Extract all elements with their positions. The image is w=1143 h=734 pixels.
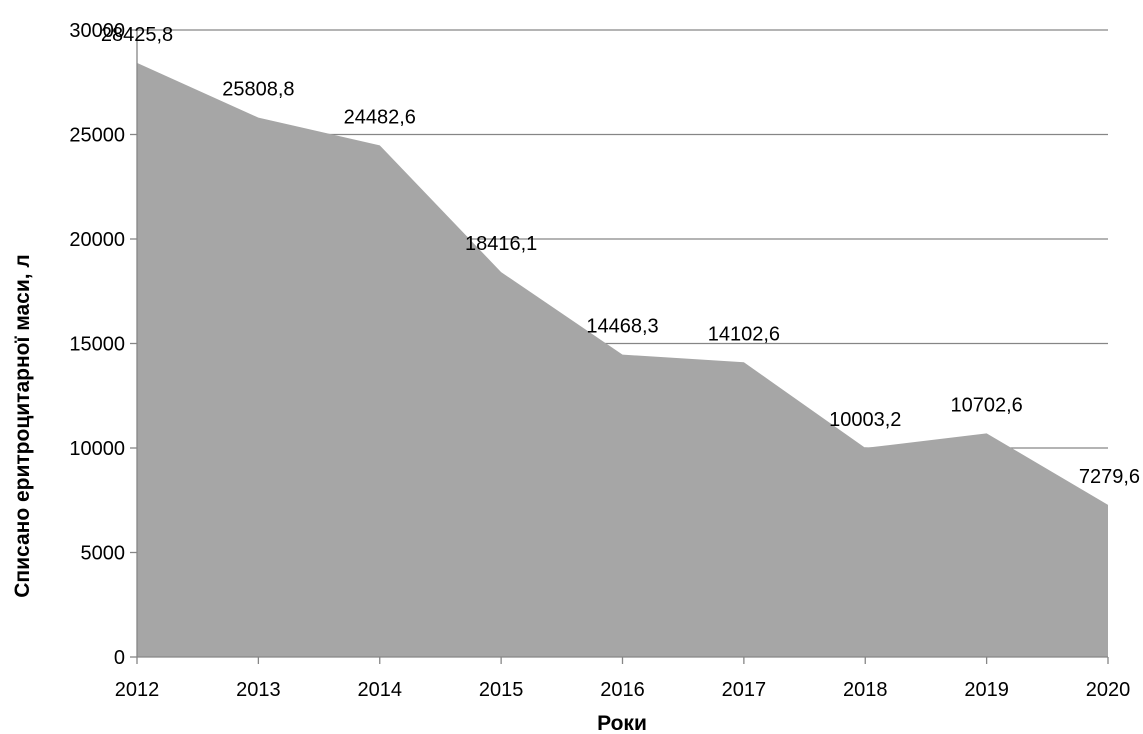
x-tick-label: 2018 (843, 679, 888, 701)
x-tick-label: 2019 (964, 679, 1009, 701)
data-label: 14468,3 (586, 316, 658, 338)
data-label: 28425,8 (101, 24, 173, 46)
y-tick-label: 20000 (69, 229, 125, 251)
x-tick-label: 2014 (358, 679, 403, 701)
axes (130, 29, 1109, 664)
data-label: 10003,2 (829, 409, 901, 431)
y-axis-title: Списано еритроцитарної маси, л (11, 254, 34, 597)
data-label: 7279,6 (1079, 466, 1140, 488)
y-tick-label: 10000 (69, 438, 125, 460)
y-tick-labels: 0 5000 10000 15000 20000 25000 30000 (69, 20, 125, 669)
x-tick-label: 2013 (236, 679, 281, 701)
data-label: 10702,6 (950, 394, 1022, 416)
data-label: 18416,1 (465, 233, 537, 255)
data-label: 14102,6 (708, 323, 780, 345)
y-tick-label: 0 (114, 647, 125, 669)
data-label: 25808,8 (222, 79, 294, 101)
x-tick-label: 2017 (722, 679, 767, 701)
x-tick-label: 2020 (1086, 679, 1131, 701)
x-tick-label: 2015 (479, 679, 524, 701)
x-tick-label: 2016 (600, 679, 645, 701)
x-tick-label: 2012 (115, 679, 160, 701)
area-series (137, 62, 1108, 658)
y-tick-label: 5000 (81, 543, 126, 565)
y-tick-label: 25000 (69, 125, 125, 147)
x-tick-labels: 2012 2013 2014 2015 2016 2017 2018 2019 2020 (115, 679, 1131, 701)
data-labels: 28425,8 25808,8 24482,6 18416,1 14468,3 14102… (101, 24, 1140, 488)
data-label: 24482,6 (344, 106, 416, 128)
y-tick-label: 15000 (69, 334, 125, 356)
y-tick-label: 30000 (69, 20, 125, 42)
x-axis-title: Роки (597, 712, 647, 734)
